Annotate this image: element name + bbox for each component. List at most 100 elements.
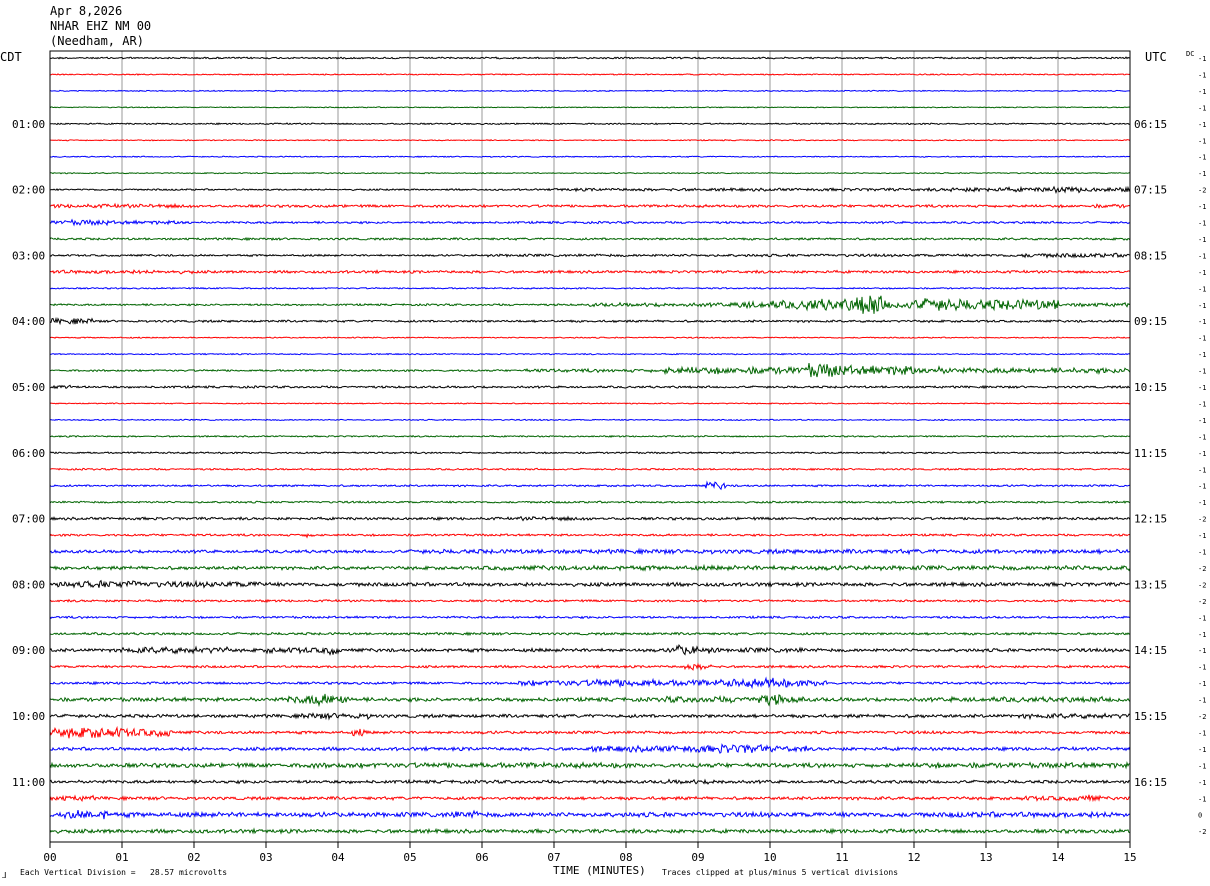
dc-offset-label: -1 — [1198, 318, 1206, 326]
dc-offset-label: -1 — [1198, 549, 1206, 557]
trace-line — [49, 185, 1131, 195]
trace-line — [50, 171, 1131, 175]
right-hour-label: 14:15 — [1134, 644, 1167, 657]
dc-offset-label: -2 — [1198, 565, 1206, 573]
right-hour-label: 09:15 — [1134, 315, 1167, 328]
dc-offset-label: -1 — [1198, 631, 1206, 639]
left-hour-label: 06:00 — [12, 447, 45, 460]
trace-line — [49, 434, 1131, 438]
trace-line — [49, 676, 1131, 690]
x-tick-label: 15 — [1123, 851, 1136, 864]
trace-line — [49, 778, 1131, 785]
dc-offset-label: -1 — [1198, 746, 1206, 754]
left-hour-label: 07:00 — [12, 513, 45, 526]
trace-line — [49, 73, 1131, 76]
trace-line — [49, 218, 1131, 227]
corner-marker: ⅃ — [2, 871, 7, 880]
xaxis-title: TIME (MINUTES) — [553, 864, 646, 877]
dc-offset-label: 0 — [1198, 812, 1202, 820]
x-tick-label: 10 — [763, 851, 776, 864]
dc-offset-label: -1 — [1198, 466, 1206, 474]
dc-offset-label: -1 — [1198, 532, 1206, 540]
trace-line — [49, 794, 1131, 803]
dc-label: DC — [1186, 50, 1194, 58]
trace-line — [49, 579, 1131, 589]
trace-line — [49, 662, 1131, 671]
trace-line — [49, 809, 1131, 820]
trace-line — [49, 252, 1131, 259]
x-tick-label: 01 — [115, 851, 128, 864]
trace-line — [49, 467, 1131, 472]
x-tick-label: 09 — [691, 851, 704, 864]
left-hour-label: 05:00 — [12, 381, 45, 394]
left-hour-label: 10:00 — [12, 710, 45, 723]
trace-line — [49, 500, 1131, 505]
trace-line — [49, 725, 1131, 739]
x-tick-label: 12 — [907, 851, 920, 864]
dc-offset-label: -1 — [1198, 450, 1206, 458]
trace-line — [49, 269, 1131, 275]
trace-line — [49, 352, 1131, 356]
left-hour-label: 11:00 — [12, 776, 45, 789]
right-hour-label: 13:15 — [1134, 578, 1167, 591]
trace-line — [49, 402, 1131, 405]
axis-labels: 00 01 02 03 04 05 06 07 08 09 10 11 12 13 14 15 01:00 02:… — [12, 55, 1206, 864]
seismic-traces — [49, 56, 1131, 835]
dc-offset-label: -1 — [1198, 762, 1206, 770]
dc-offset-label: -1 — [1198, 302, 1206, 310]
trace-line — [49, 631, 1131, 637]
dc-offset-label: -1 — [1198, 368, 1206, 376]
dc-offset-label: -1 — [1198, 121, 1206, 129]
dc-offset-label: -1 — [1198, 417, 1206, 425]
right-hour-label: 07:15 — [1134, 184, 1167, 197]
right-hour-label: 08:15 — [1134, 249, 1167, 262]
dc-offset-label: -1 — [1198, 236, 1206, 244]
station-date: Apr 8,2026 — [50, 4, 123, 18]
right-hour-label: 16:15 — [1134, 776, 1167, 789]
dc-offset-label: -1 — [1198, 55, 1206, 63]
dc-offset-label: -1 — [1198, 104, 1206, 112]
trace-line — [49, 286, 1131, 290]
dc-offset-label: -1 — [1198, 499, 1206, 507]
station-location: (Needham, AR) — [50, 34, 144, 48]
trace-line — [49, 89, 1130, 93]
dc-offset-label: -2 — [1198, 713, 1206, 721]
x-tick-label: 06 — [475, 851, 488, 864]
dc-offset-label: -1 — [1198, 729, 1206, 737]
trace-line — [49, 363, 1131, 378]
trace-line — [49, 827, 1131, 835]
dc-offset-label: -1 — [1198, 697, 1206, 705]
dc-offset-label: -1 — [1198, 269, 1206, 277]
x-tick-label: 13 — [979, 851, 992, 864]
trace-line — [49, 451, 1131, 455]
dc-offset-label: -1 — [1198, 664, 1206, 672]
right-hour-label: 12:15 — [1134, 513, 1167, 526]
trace-line — [49, 598, 1131, 603]
dc-offset-label: -1 — [1198, 71, 1206, 79]
dc-offset-label: -2 — [1198, 581, 1206, 589]
dc-offset-label: -1 — [1198, 88, 1206, 96]
dc-offset-label: -1 — [1198, 400, 1206, 408]
trace-line — [49, 56, 1131, 60]
dc-offset-label: -1 — [1198, 154, 1206, 162]
left-hour-label: 03:00 — [12, 249, 45, 262]
clip-note: Traces clipped at plus/minus 5 vertical … — [662, 868, 899, 877]
x-tick-label: 05 — [403, 851, 416, 864]
trace-line — [49, 384, 1130, 390]
trace-line — [49, 155, 1131, 159]
time-gridlines — [49, 51, 1131, 848]
left-hour-label: 08:00 — [12, 578, 45, 591]
dc-offset-label: -1 — [1198, 795, 1206, 803]
scale-note: Each Vertical Division = 28.57 microvolt… — [20, 868, 228, 877]
trace-line — [49, 418, 1131, 422]
right-hour-label: 06:15 — [1134, 118, 1167, 131]
trace-line — [49, 547, 1131, 556]
left-hour-label: 04:00 — [12, 315, 45, 328]
x-tick-label: 00 — [43, 851, 56, 864]
x-tick-label: 07 — [547, 851, 560, 864]
dc-offset-label: -1 — [1198, 483, 1206, 491]
trace-line — [49, 480, 1131, 491]
dc-offset-label: -1 — [1198, 285, 1206, 293]
x-tick-label: 08 — [619, 851, 632, 864]
